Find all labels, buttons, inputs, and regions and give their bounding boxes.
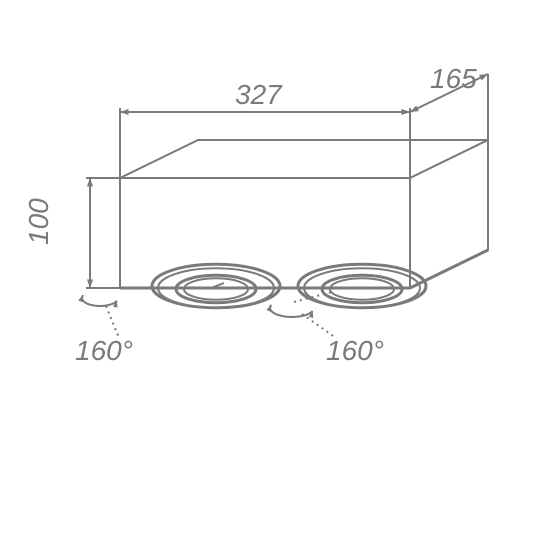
label-depth: 165 [430, 63, 477, 94]
label-height: 100 [23, 198, 54, 245]
rot-right-arc [270, 305, 313, 317]
label-tilt-right: 160° [326, 335, 384, 366]
label-width: 327 [235, 79, 283, 110]
rot-left-leader [106, 306, 119, 338]
arrow-head [120, 109, 128, 115]
label-tilt-left: 160° [75, 335, 133, 366]
arrow-head [87, 280, 93, 288]
arrow-head [410, 106, 419, 112]
arrow-head [78, 295, 83, 302]
arrow-head [87, 178, 93, 186]
arrow-head [479, 74, 488, 80]
rot-left-arc [82, 295, 117, 306]
arrow-head [402, 109, 410, 115]
arrow-head [266, 305, 271, 312]
